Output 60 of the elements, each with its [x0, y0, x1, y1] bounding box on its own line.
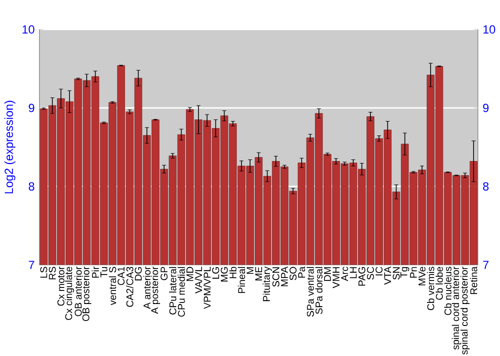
y2-tick-label: 9 [483, 104, 489, 112]
x-tick-label: MG [220, 267, 228, 282]
y-tick-label: 7 [28, 260, 34, 269]
x-tick-label: Pn [410, 267, 417, 278]
x-tick-label: VTA [384, 266, 392, 285]
x-tick-label: Tg [400, 267, 410, 278]
x-tick-label: LS [40, 266, 48, 278]
x-tick-label: SN [392, 267, 400, 280]
x-tick-label: spinal cord anterior [452, 266, 461, 350]
x-tick-label: CA1 [118, 266, 125, 285]
x-tick-label: DG [134, 267, 142, 280]
x-tick-label: PAG [358, 267, 366, 286]
y2-tick-label: 10 [483, 25, 496, 34]
x-tick-label: Arc [341, 266, 348, 282]
y2-tick-label: 7 [483, 260, 488, 269]
x-tick-label: ventral S [108, 266, 116, 306]
x-tick-label: Pir [92, 266, 99, 278]
x-tick-label: VA/VL [194, 266, 202, 294]
y-axis-title: Log2 (expression) [4, 100, 16, 194]
x-tick-label: SPa ventral [306, 267, 314, 317]
x-tick-label: CPu medial [178, 267, 185, 317]
y2-tick-label: 8 [483, 182, 489, 191]
x-tick-label: Cb nucleus [444, 266, 452, 315]
x-tick-label: Hb [229, 266, 236, 278]
x-tick-label: Cx cingulate [64, 266, 74, 320]
y-tick-label: 8 [28, 182, 34, 191]
x-tick-label: Tu [100, 267, 108, 278]
x-tick-label: SC [366, 266, 374, 280]
x-tick-label: VPM/VPL [203, 266, 211, 309]
x-tick-label: GP [160, 266, 168, 280]
x-tick-label: OB posterior [82, 266, 92, 321]
x-tick-label: RS [48, 266, 56, 280]
x-tick-label: spinal cord posterior [460, 266, 470, 354]
x-tick-label: SO [290, 266, 297, 280]
x-tick-label: DM [324, 267, 331, 281]
x-tick-label: LH [350, 267, 357, 278]
x-tick-label: Retina [470, 266, 478, 294]
x-tick-label: MPA [281, 266, 288, 286]
x-tick-label: Cb lobe [436, 266, 443, 300]
x-tick-label: OB anterior [74, 266, 82, 316]
x-tick-label: Pituitary [262, 266, 272, 302]
x-tick-label: MVe [418, 266, 426, 286]
x-tick-label: Cx motor [57, 266, 64, 306]
x-tick-label: Pineal [238, 267, 246, 293]
x-tick-label: CPu lateral [169, 267, 176, 314]
x-tick-label: VMH [332, 267, 340, 288]
x-tick-label: IC [376, 266, 383, 276]
x-tick-label: Cb vermis [427, 266, 434, 310]
x-tick-label: CA2/CA3 [126, 266, 134, 307]
x-tick-label: LG [212, 267, 220, 279]
x-tick-label: ME [255, 266, 262, 280]
x-tick-label: SCN [272, 267, 280, 287]
x-tick-label: A anterior [143, 266, 151, 309]
x-tick-label: SPa dorsal [315, 267, 322, 314]
x-tick-label: M [246, 267, 254, 274]
y-tick-label: 9 [28, 104, 34, 112]
x-tick-label: Pa [298, 266, 306, 278]
x-tick-label: A posterior [150, 266, 160, 314]
y-tick-label: 10 [22, 25, 34, 34]
x-tick-label: MD [186, 266, 194, 281]
